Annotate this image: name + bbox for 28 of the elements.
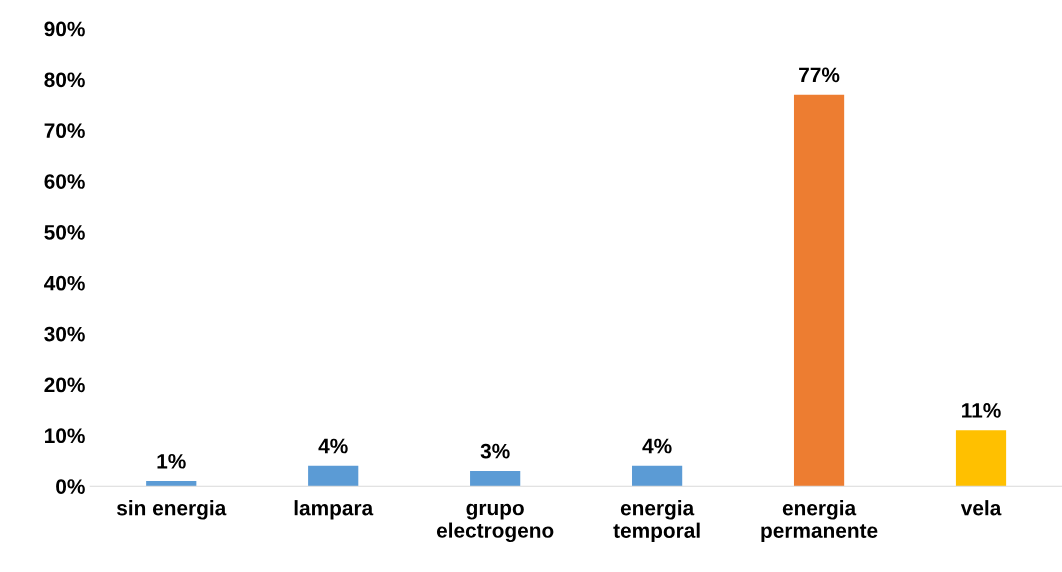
y-tick-label: 0% — [56, 479, 85, 494]
y-tick-label: 40% — [44, 275, 85, 291]
data-label: 11% — [962, 403, 1001, 418]
y-tick-label: 30% — [44, 326, 85, 342]
y-tick-label: 70% — [44, 123, 85, 139]
bar — [470, 470, 521, 487]
x-tick-label: energia permanente — [761, 500, 878, 543]
x-tick-label: grupo electrogeno — [436, 503, 554, 543]
y-tick-label: 80% — [44, 72, 85, 88]
y-tick-label: 10% — [45, 428, 85, 444]
data-label: 1% — [157, 453, 186, 469]
y-tick-label: 90% — [44, 21, 85, 37]
x-tick-label: energia temporal — [613, 500, 700, 543]
y-tick-label: 60% — [44, 174, 85, 189]
data-label: 77% — [799, 67, 840, 83]
y-tick-label: 50% — [44, 224, 85, 240]
data-label: 4% — [642, 438, 672, 454]
data-label: 3% — [480, 443, 510, 459]
bar — [308, 465, 359, 487]
bar — [955, 430, 1007, 487]
x-tick-label: sin energia — [116, 500, 227, 520]
data-label: 4% — [318, 438, 348, 454]
bar — [146, 481, 197, 487]
bar — [632, 465, 683, 487]
x-tick-label: lampara — [294, 500, 374, 520]
bar — [793, 94, 845, 487]
y-tick-label: 20% — [44, 377, 85, 393]
x-tick-label: vela — [960, 500, 1002, 516]
